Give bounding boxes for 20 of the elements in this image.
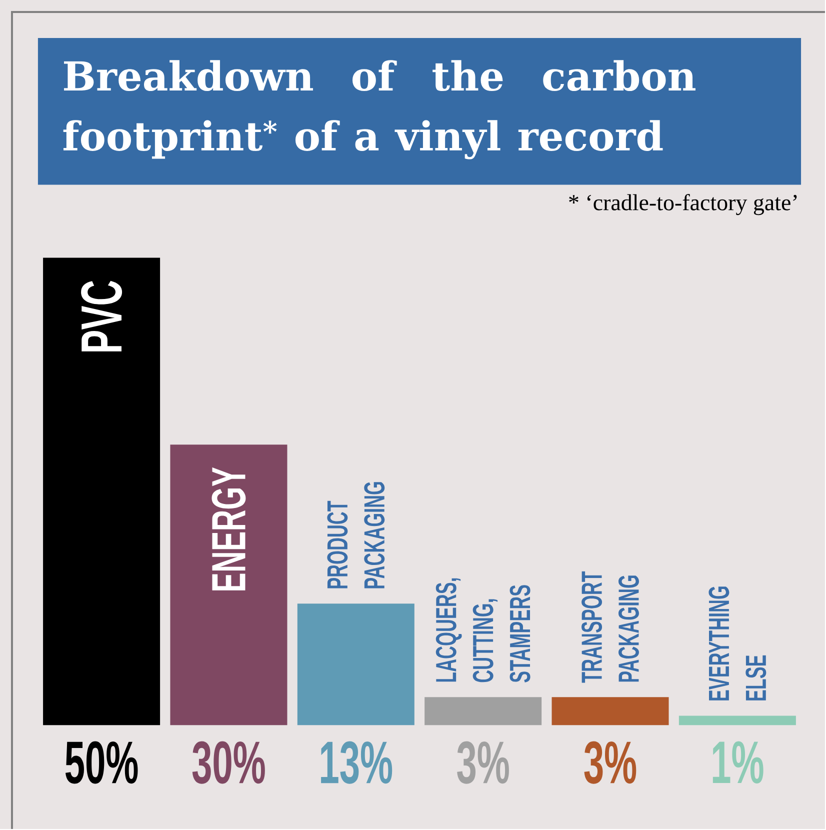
bar: [552, 697, 669, 726]
bar: [170, 444, 288, 726]
bar: [297, 604, 414, 726]
data-label: 50%: [66, 741, 138, 784]
x-tick-label: EVERYTHING ELSE: [708, 586, 766, 700]
bar: [43, 258, 160, 726]
x-tick-label: PRODUCT PACKAGING: [327, 482, 385, 588]
text: * ‘cradle-to-factory gate’: [569, 194, 797, 216]
chart-title: Breakdown of the carbon footprint$^{*}$ of a vinyl record: [63, 60, 696, 160]
data-label: 30%: [192, 741, 265, 784]
data-label: 1%: [712, 741, 764, 784]
bar: [424, 697, 542, 726]
bar: [678, 716, 796, 726]
data-label: 3%: [584, 741, 636, 784]
data-label: 13%: [321, 741, 392, 784]
x-tick-label: PVC: [81, 280, 122, 352]
x-tick-label: TRANSPORT PACKAGING: [582, 571, 639, 683]
x-tick-label: ENERGY: [212, 467, 246, 590]
data-label: 3%: [457, 741, 509, 784]
x-tick-label: LACQUERS, CUTTING, STAMPERS: [436, 578, 530, 682]
